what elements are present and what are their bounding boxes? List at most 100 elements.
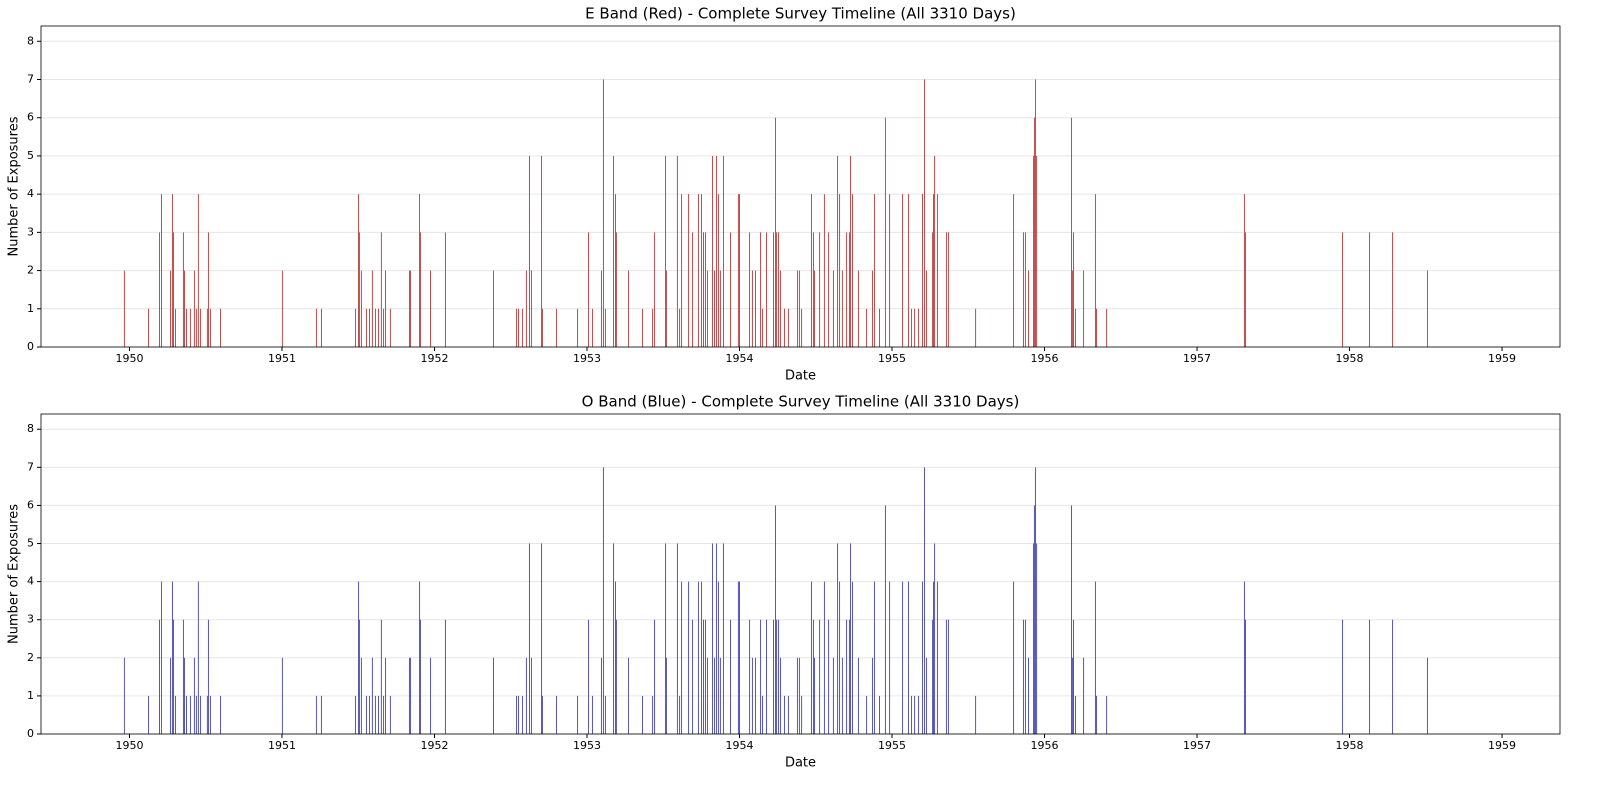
- bar: [182, 232, 184, 347]
- bar: [1094, 581, 1096, 734]
- bar: [701, 194, 703, 347]
- bar: [220, 308, 222, 347]
- y-tick-label: 2: [27, 651, 34, 664]
- bar: [185, 695, 187, 734]
- bar: [389, 695, 391, 734]
- bar: [665, 657, 667, 734]
- bar: [1096, 695, 1098, 734]
- bar: [383, 308, 385, 347]
- bar: [1243, 581, 1245, 734]
- bar: [737, 581, 739, 734]
- bar: [173, 619, 175, 734]
- bar: [934, 543, 936, 734]
- bar: [975, 308, 977, 347]
- bar: [1022, 619, 1024, 734]
- bar: [945, 619, 947, 734]
- bar: [722, 155, 724, 347]
- bar: [371, 270, 373, 347]
- bar: [823, 581, 825, 734]
- bar: [947, 619, 949, 734]
- x-tick-label: 1952: [420, 739, 448, 752]
- bar: [1392, 619, 1394, 734]
- bar: [369, 695, 371, 734]
- y-tick-label: 5: [27, 537, 34, 550]
- bar: [383, 695, 385, 734]
- bar: [1245, 619, 1247, 734]
- bar: [703, 232, 705, 347]
- bar: [378, 308, 380, 347]
- bar: [315, 695, 317, 734]
- bar: [171, 581, 173, 734]
- bar: [774, 505, 776, 734]
- bar: [654, 619, 656, 734]
- x-tick-label: 1951: [268, 352, 296, 365]
- bar: [1342, 232, 1344, 347]
- bar: [389, 308, 391, 347]
- bar: [408, 270, 410, 347]
- bar: [692, 232, 694, 347]
- bar: [207, 619, 209, 734]
- bar: [577, 308, 579, 347]
- bar: [692, 619, 694, 734]
- bar: [555, 695, 557, 734]
- x-tick-label: 1954: [725, 352, 753, 365]
- bar: [602, 467, 604, 734]
- bar: [879, 695, 881, 734]
- bar: [907, 194, 909, 347]
- bar: [613, 543, 615, 734]
- bar: [365, 695, 367, 734]
- bar: [220, 695, 222, 734]
- bar: [936, 581, 938, 734]
- bar: [602, 79, 604, 347]
- bar: [778, 619, 780, 734]
- bar: [1369, 619, 1371, 734]
- bar: [737, 194, 739, 347]
- bar: [717, 194, 719, 347]
- x-tick-label: 1950: [115, 739, 143, 752]
- axes-frame: [40, 413, 1561, 735]
- y-tick-label: 1: [27, 302, 34, 315]
- bar: [360, 270, 362, 347]
- bar: [1106, 308, 1108, 347]
- bar: [729, 232, 731, 347]
- bar: [518, 308, 520, 347]
- bar: [871, 270, 873, 347]
- bar: [873, 194, 875, 347]
- y-tick-label: 8: [27, 34, 34, 47]
- bar: [1072, 619, 1074, 734]
- bar: [1024, 232, 1026, 347]
- bar: [681, 194, 683, 347]
- bar: [600, 270, 602, 347]
- bar: [541, 308, 543, 347]
- bar: [925, 270, 927, 347]
- bar: [1426, 270, 1428, 347]
- x-tick-label: 1953: [573, 352, 601, 365]
- bar: [615, 581, 617, 734]
- bar: [701, 581, 703, 734]
- bar: [1094, 194, 1096, 347]
- bar: [148, 308, 150, 347]
- bar: [615, 232, 617, 347]
- y-axis-label: Number of Exposures: [7, 504, 22, 644]
- bar: [810, 194, 812, 347]
- y-tick-label: 7: [27, 73, 34, 86]
- bar: [197, 581, 199, 734]
- bar: [776, 619, 778, 734]
- bar: [814, 270, 816, 347]
- bar: [281, 657, 283, 734]
- bar: [679, 308, 681, 347]
- bar: [932, 194, 934, 347]
- bar: [873, 581, 875, 734]
- bar: [841, 270, 843, 347]
- bar: [195, 308, 197, 347]
- bar: [751, 657, 753, 734]
- bar: [1071, 505, 1073, 734]
- bar: [209, 695, 211, 734]
- bar: [688, 194, 690, 347]
- bar: [195, 695, 197, 734]
- bar: [850, 543, 852, 734]
- bar: [1033, 117, 1035, 347]
- bar: [380, 232, 382, 347]
- bar: [1036, 543, 1038, 734]
- bar: [1035, 79, 1037, 347]
